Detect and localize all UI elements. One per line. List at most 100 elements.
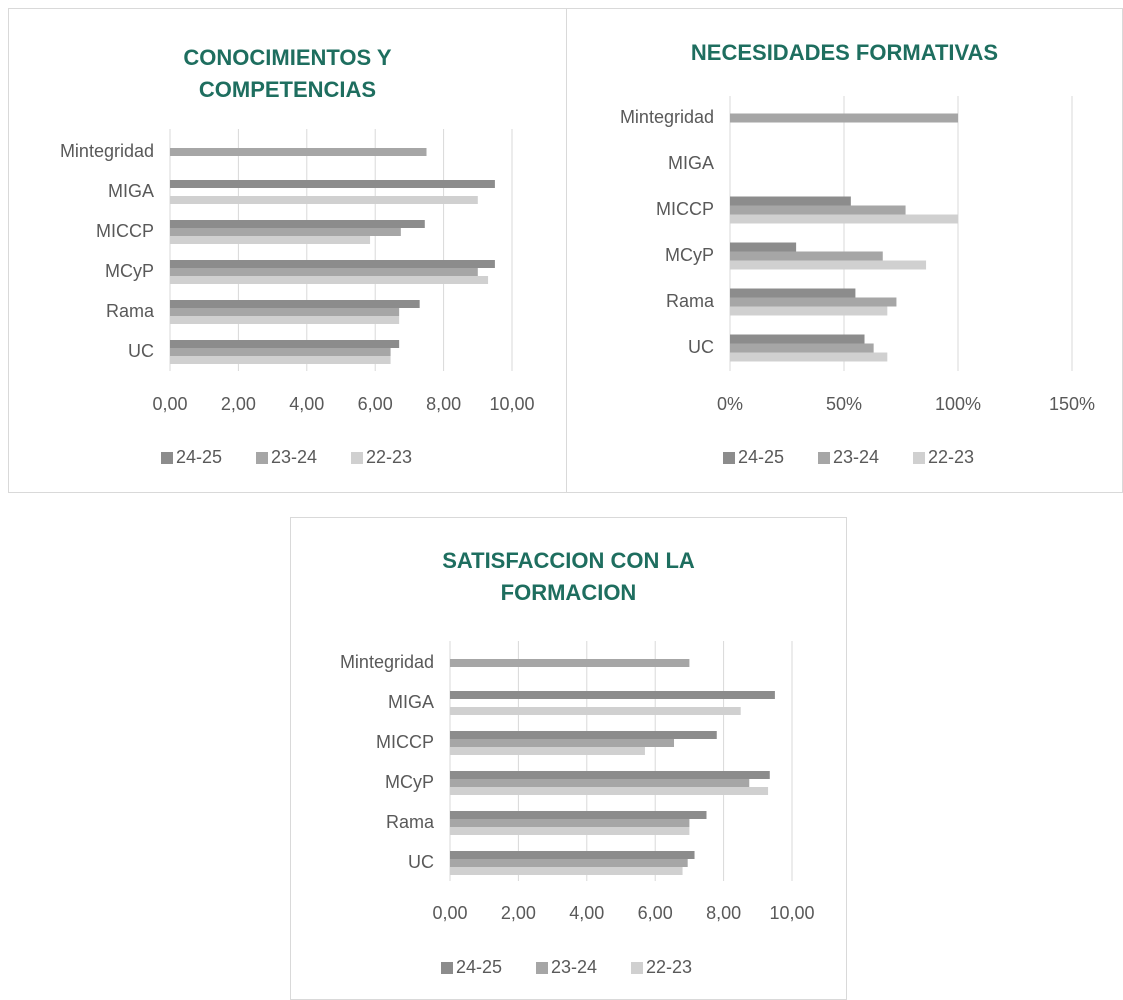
y-tick-label: Rama [666,291,715,311]
bar [170,300,420,308]
chart-panel: 0% 50% 100% 150% Mintegridad MIGA MICCP MCyP Ram… [566,8,1123,493]
bar [730,334,865,344]
legend-swatch [723,452,735,464]
y-tick-label: Rama [106,301,155,321]
bar [450,819,690,827]
x-tick-label: 4,00 [569,903,604,923]
y-tick-label: Mintegridad [60,141,154,161]
bar [730,306,888,316]
legend-swatch [161,452,173,464]
x-tick-label: 6,00 [638,903,673,923]
y-tick-label: MIGA [668,153,714,173]
chart-panel: 0,00 2,00 4,00 6,00 8,00 10,00 Mintegridad MIGA… [8,8,567,493]
x-tick-label: 150% [1049,394,1095,414]
legend-swatch [536,962,548,974]
legend-swatch [631,962,643,974]
y-tick-label: MICCP [656,199,714,219]
y-tick-label: MIGA [108,181,154,201]
bar [730,113,958,123]
y-tick-label: Mintegridad [620,107,714,127]
bar [730,251,883,261]
bar [170,340,400,348]
bar [170,308,400,316]
bar [170,220,425,228]
x-tick-label: 2,00 [501,903,536,923]
y-tick-label: UC [128,341,154,361]
x-tick-label: 100% [935,394,981,414]
bar [170,236,371,244]
chart: 0,00 2,00 4,00 6,00 8,00 10,00 Mintegridad MIGA… [340,641,815,977]
legend-label: 24-25 [738,447,784,467]
bar [170,276,489,284]
bar [170,268,478,276]
bar [450,859,688,867]
legend-swatch [818,452,830,464]
legend-label: 23-24 [551,957,597,977]
legend-swatch [256,452,268,464]
chart: 0,00 2,00 4,00 6,00 8,00 10,00 Mintegridad MIGA… [60,129,535,467]
y-tick-label: MICCP [96,221,154,241]
legend-swatch [913,452,925,464]
bar [450,707,741,715]
chart-title: NECESIDADES FORMATIVAS [690,40,999,65]
chart: 0% 50% 100% 150% Mintegridad MIGA MICCP MCyP Ram… [620,96,1095,467]
legend-label: 24-25 [456,957,502,977]
bar [730,352,888,362]
y-tick-label: Mintegridad [340,652,434,672]
bar [450,731,717,739]
x-tick-label: 8,00 [706,903,741,923]
bar [170,148,427,156]
bar [170,228,401,236]
chart-title: SATISFACCION CON LA FORMACION [442,548,695,605]
bar [450,811,707,819]
bar [170,180,495,188]
bar [170,196,478,204]
x-tick-label: 4,00 [289,394,324,414]
bar [450,851,695,859]
x-tick-label: 8,00 [426,394,461,414]
bar [450,787,769,795]
bar [450,771,770,779]
bar [170,316,400,324]
x-tick-label: 50% [826,394,862,414]
y-tick-label: Rama [386,812,435,832]
y-tick-label: UC [408,852,434,872]
bar [450,659,690,667]
legend-label: 23-24 [833,447,879,467]
x-tick-label: 0,00 [152,394,187,414]
bar [450,691,775,699]
bar [450,827,690,835]
y-tick-label: UC [688,337,714,357]
x-tick-label: 0,00 [432,903,467,923]
x-tick-label: 2,00 [221,394,256,414]
bar [730,297,897,307]
bar [730,205,906,215]
chart-panel: 0,00 2,00 4,00 6,00 8,00 10,00 Mintegridad MIGA… [290,517,847,1000]
bar [450,779,750,787]
y-tick-label: MIGA [388,692,434,712]
legend-label: 22-23 [928,447,974,467]
bar [450,747,645,755]
legend-label: 24-25 [176,447,222,467]
bar [730,196,851,206]
bar [170,260,495,268]
x-tick-label: 0% [717,394,743,414]
chart-title: CONOCIMIENTOS Y COMPETENCIAS [183,45,392,102]
bar [730,242,797,252]
x-tick-label: 10,00 [489,394,534,414]
bar [450,739,675,747]
legend-swatch [351,452,363,464]
bar [730,214,958,224]
legend-label: 22-23 [366,447,412,467]
bar [450,867,683,875]
y-tick-label: MICCP [376,732,434,752]
legend-label: 23-24 [271,447,317,467]
x-tick-label: 6,00 [358,394,393,414]
bar [730,260,927,270]
legend-label: 22-23 [646,957,692,977]
x-tick-label: 10,00 [769,903,814,923]
y-tick-label: MCyP [665,245,714,265]
legend-swatch [441,962,453,974]
bar [170,356,391,364]
